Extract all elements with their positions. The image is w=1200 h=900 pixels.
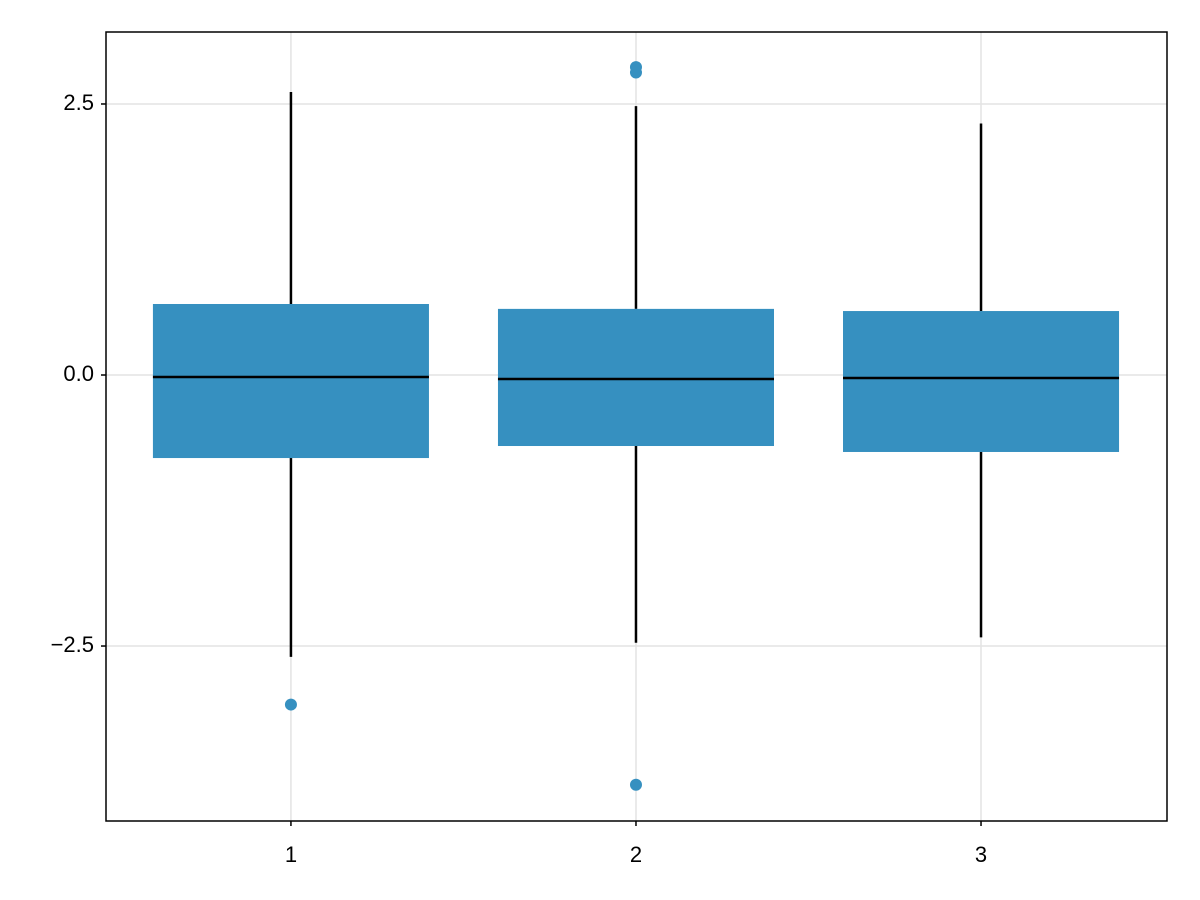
plot-frame [105,31,1168,822]
outlier [629,66,642,79]
y-tick-label: 0.0 [63,361,94,386]
box [497,308,774,447]
y-tick-label: −2.5 [51,632,94,657]
box [843,311,1120,452]
y-tick-label: 2.5 [63,90,94,115]
x-tick-label: 2 [630,842,642,867]
outlier [629,778,642,791]
outlier [284,698,297,711]
box [152,303,429,459]
x-tick-label: 3 [975,842,987,867]
x-tick-label: 1 [285,842,297,867]
